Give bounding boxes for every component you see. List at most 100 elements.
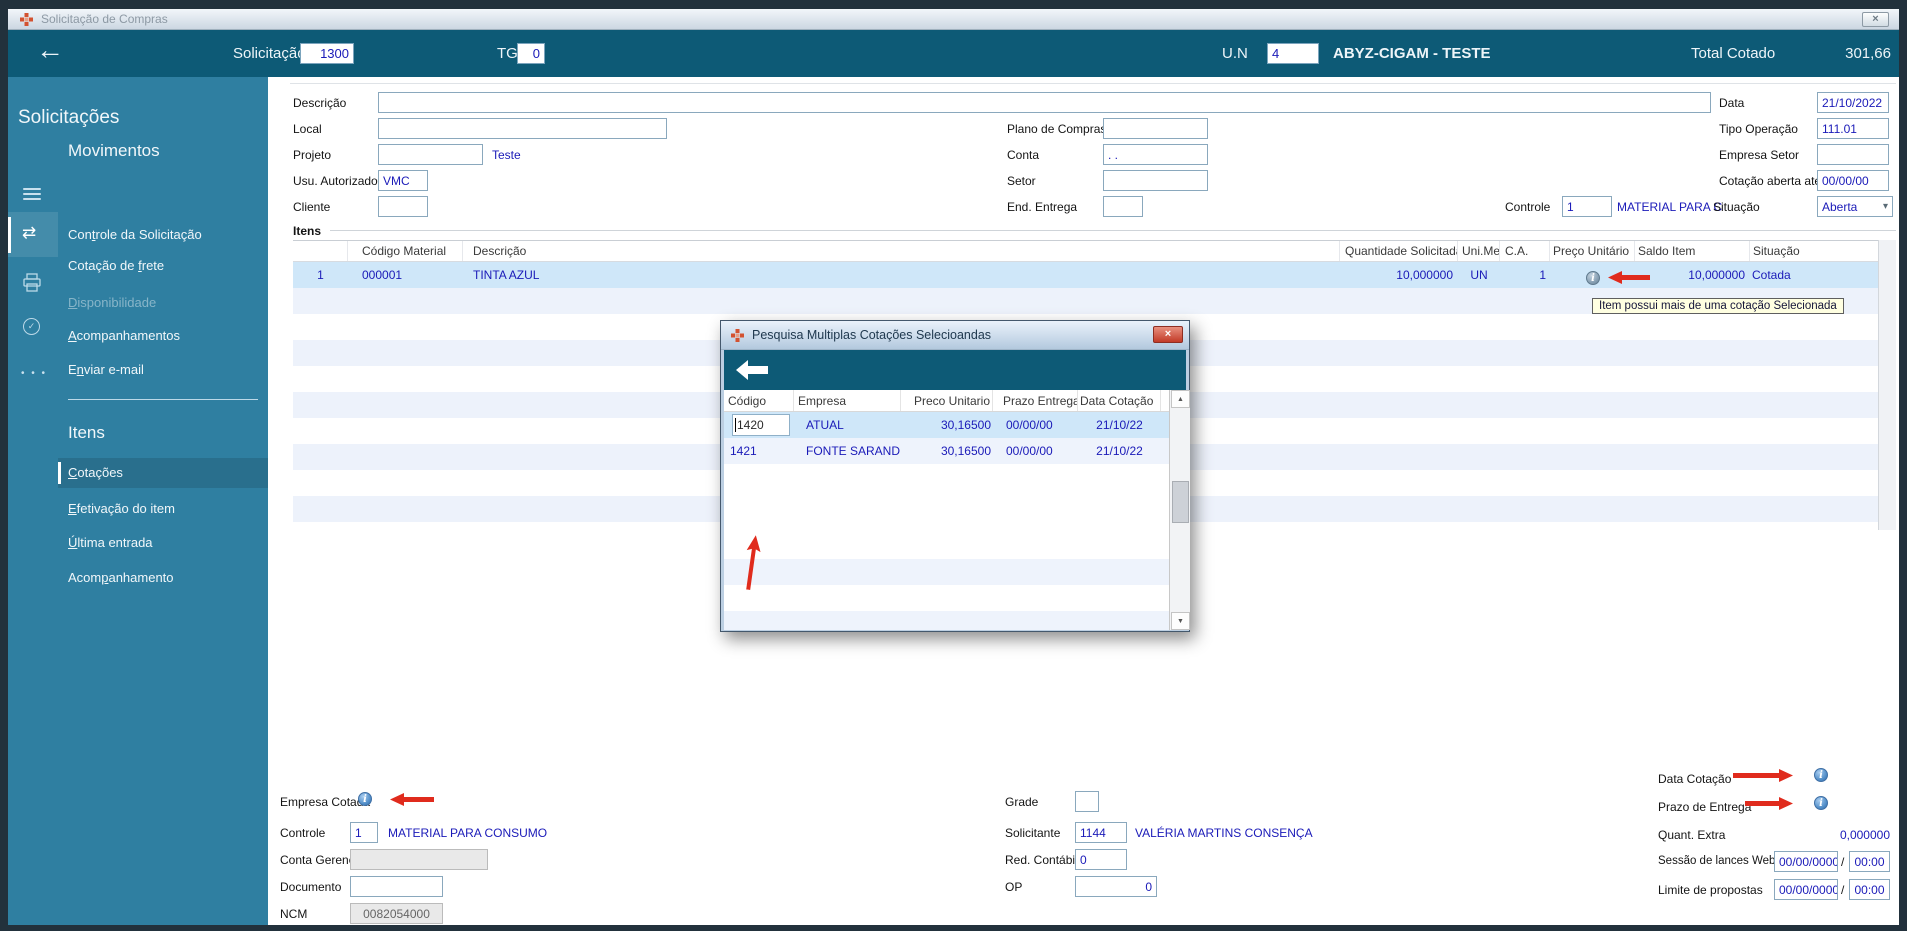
ncm-label: NCM bbox=[280, 907, 308, 921]
red-contabil-label: Red. Contábil bbox=[1005, 853, 1078, 867]
conta-gerencial-label: Conta Gerencial bbox=[280, 853, 367, 867]
un-input[interactable]: 4 bbox=[1267, 43, 1319, 64]
tg-input[interactable]: 0 bbox=[517, 43, 545, 64]
total-cotado-label: Total Cotado bbox=[1691, 45, 1776, 62]
modal-pesquisa-cotacoes: Pesquisa Multiplas Cotações Selecioandas… bbox=[720, 320, 1190, 632]
sidebar-item-acompanhamento[interactable]: Acompanhamento bbox=[68, 570, 174, 585]
plano-compras-input[interactable] bbox=[1103, 118, 1208, 139]
data-label: Data bbox=[1719, 96, 1745, 110]
op-input[interactable]: 0 bbox=[1075, 876, 1157, 897]
data-cotacao-label: Data Cotação bbox=[1658, 772, 1732, 786]
table-row[interactable]: 1 000001 TINTA AZUL 10,000000 UN 1 10,00… bbox=[293, 262, 1896, 288]
tg-label: TG bbox=[497, 45, 518, 62]
usu-autorizado-label: Usu. Autorizado bbox=[293, 174, 378, 188]
preco-info-icon[interactable]: i bbox=[1586, 271, 1600, 285]
close-icon: × bbox=[1872, 13, 1879, 25]
limite-propostas-date-input[interactable]: 00/00/0000 bbox=[1774, 879, 1838, 900]
modal-back-arrow-icon[interactable] bbox=[736, 360, 768, 380]
window-close-button[interactable]: × bbox=[1862, 12, 1889, 27]
data-cotacao-info-icon[interactable]: i bbox=[1814, 768, 1828, 782]
conta-gerencial-input bbox=[350, 849, 488, 870]
sidebar-item-cotacao-de-frete[interactable]: Cotação de frete bbox=[68, 258, 165, 273]
usu-autorizado-input[interactable]: VMC bbox=[378, 170, 428, 191]
prazo-entrega-label: Prazo de Entrega bbox=[1658, 800, 1752, 814]
situacao-select[interactable]: Aberta ▾ bbox=[1817, 196, 1893, 217]
setor-label: Setor bbox=[1007, 174, 1036, 188]
solicitante-label: Solicitante bbox=[1005, 826, 1061, 840]
sidebar-item-controle-da-solicitacao[interactable]: Controle da Solicitação bbox=[68, 227, 202, 242]
plano-compras-label: Plano de Compras bbox=[1007, 122, 1107, 136]
scroll-down-icon[interactable]: ▼ bbox=[1171, 612, 1190, 630]
data-input[interactable]: 21/10/2022 bbox=[1817, 92, 1889, 113]
check-circle-icon[interactable]: ✓ bbox=[23, 318, 40, 335]
descricao-label: Descrição bbox=[293, 96, 347, 110]
back-arrow-icon[interactable]: ← bbox=[36, 34, 64, 65]
modal-row[interactable]: 1421 FONTE SARANDI 30,16500 00/00/00 21/… bbox=[724, 438, 1186, 464]
menu-icon[interactable] bbox=[23, 188, 41, 203]
conta-label: Conta bbox=[1007, 148, 1040, 162]
modal-row-selected[interactable]: 1420 ATUAL 30,16500 00/00/00 21/10/22 bbox=[724, 412, 1186, 438]
tipo-operacao-label: Tipo Operação bbox=[1719, 122, 1798, 136]
items-table-scrollbar[interactable] bbox=[1878, 240, 1896, 530]
solicitacao-input[interactable]: 1300 bbox=[300, 43, 354, 64]
empresa-cotada-info-icon[interactable]: i bbox=[358, 792, 372, 806]
empresa-cotada-label: Empresa Cotada bbox=[280, 795, 371, 809]
app-header: ← Solicitação 1300 TG 0 U.N 4 ABYZ-CIGAM… bbox=[8, 30, 1899, 77]
red-arrow-data-cotacao bbox=[1733, 769, 1793, 782]
cliente-label: Cliente bbox=[293, 200, 331, 214]
sessao-lances-date-input[interactable]: 00/00/0000 bbox=[1774, 851, 1838, 872]
col-preco-unitario: Preço Unitário bbox=[1550, 241, 1635, 261]
scroll-up-icon[interactable]: ▲ bbox=[1171, 390, 1190, 408]
projeto-link[interactable]: Teste bbox=[492, 148, 521, 162]
sidebar-item-enviar-email[interactable]: Enviar e-mail bbox=[68, 362, 144, 377]
empresa-setor-input[interactable] bbox=[1817, 144, 1889, 165]
grade-input[interactable] bbox=[1075, 791, 1099, 812]
sessao-lances-time-input[interactable]: 00:00 bbox=[1849, 851, 1890, 872]
documento-input[interactable] bbox=[350, 876, 443, 897]
total-cotado-value: 301,66 bbox=[1845, 45, 1891, 62]
sidebar-selected-indicator bbox=[58, 462, 61, 484]
col-situacao: Situação bbox=[1750, 241, 1896, 261]
controle2-desc: MATERIAL PARA CONSUMO bbox=[388, 826, 548, 840]
tooltip: Item possui mais de uma cotação Selecion… bbox=[1592, 298, 1844, 314]
controle2-input[interactable]: 1 bbox=[350, 822, 378, 843]
projeto-input[interactable] bbox=[378, 144, 483, 165]
un-label: U.N bbox=[1222, 45, 1248, 62]
mcol-empresa: Empresa bbox=[794, 390, 901, 411]
printer-icon[interactable] bbox=[22, 273, 42, 297]
scrollbar-thumb[interactable] bbox=[1172, 481, 1189, 523]
limite-propostas-label: Limite de propostas bbox=[1658, 883, 1763, 897]
swap-arrows-icon[interactable]: ⇄ bbox=[22, 223, 37, 242]
window-title: Solicitação de Compras bbox=[41, 12, 168, 26]
red-arrow-empresa-cotada bbox=[390, 793, 434, 806]
end-entrega-input[interactable] bbox=[1103, 196, 1143, 217]
modal-close-button[interactable]: × bbox=[1153, 326, 1183, 343]
sidebar-selected-row bbox=[58, 458, 268, 488]
controle-desc: MATERIAL PARA C bbox=[1617, 200, 1723, 214]
col-unimed: Uni.Med. bbox=[1458, 241, 1500, 261]
local-input[interactable] bbox=[378, 118, 667, 139]
sidebar-item-cotacoes[interactable]: Cotações bbox=[68, 465, 123, 480]
solicitante-input[interactable]: 1144 bbox=[1075, 822, 1127, 843]
setor-input[interactable] bbox=[1103, 170, 1208, 191]
red-contabil-input[interactable]: 0 bbox=[1075, 849, 1127, 870]
modal-scrollbar[interactable]: ▲ ▼ bbox=[1169, 390, 1190, 630]
conta-input[interactable]: . . bbox=[1103, 144, 1208, 165]
window-titlebar: Solicitação de Compras × bbox=[8, 9, 1899, 30]
limite-propostas-time-input[interactable]: 00:00 bbox=[1849, 879, 1890, 900]
ellipsis-icon[interactable]: • • • bbox=[21, 368, 48, 379]
sidebar-item-acompanhamentos[interactable]: Acompanhamentos bbox=[68, 328, 181, 343]
modal-codigo-editcell[interactable]: 1420 bbox=[732, 414, 790, 436]
tipo-operacao-input[interactable]: 111.01 bbox=[1817, 118, 1889, 139]
controle-input[interactable]: 1 bbox=[1562, 196, 1612, 217]
close-icon: × bbox=[1164, 328, 1172, 340]
prazo-entrega-info-icon[interactable]: i bbox=[1814, 796, 1828, 810]
cliente-input[interactable] bbox=[378, 196, 428, 217]
descricao-input[interactable] bbox=[378, 92, 1711, 113]
cotacao-aberta-input[interactable]: 00/00/00 bbox=[1817, 170, 1889, 191]
sidebar-item-efetivacao-do-item[interactable]: Efetivação do item bbox=[68, 501, 175, 516]
mcol-data: Data Cotação bbox=[1078, 390, 1161, 411]
col-ca: C.A. bbox=[1500, 241, 1550, 261]
sidebar-item-ultima-entrada[interactable]: Última entrada bbox=[68, 535, 153, 550]
